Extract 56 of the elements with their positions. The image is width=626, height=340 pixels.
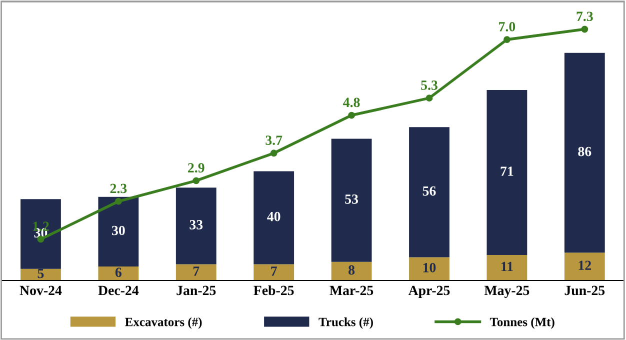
x-tick-label: Jan-25 (176, 286, 216, 296)
data-label: 7.3 (576, 12, 593, 22)
legend-label: Trucks (#) (318, 317, 373, 329)
bar (98, 266, 139, 280)
bar (409, 257, 450, 280)
data-label: 56 (422, 186, 436, 196)
bar (176, 188, 216, 264)
data-label: 86 (578, 146, 592, 156)
x-tick-label: Jun-25 (564, 286, 605, 296)
data-label: 2.9 (188, 163, 204, 173)
data-label: 6 (115, 268, 122, 278)
x-tick-label: Feb-25 (254, 285, 294, 296)
x-tick-label: Apr-25 (408, 286, 450, 298)
bar (254, 171, 294, 264)
point (426, 94, 433, 102)
data-label: 2.3 (110, 184, 127, 194)
bar (254, 264, 294, 280)
bar (409, 127, 450, 258)
data-label: 5 (38, 268, 44, 278)
legend-label: Excavators (#) (125, 317, 202, 329)
legend-label: Tonnes (Mt) (490, 317, 554, 329)
bar (564, 52, 605, 253)
point (581, 26, 588, 33)
x-tick-label: Dec-24 (98, 286, 139, 296)
bar (331, 262, 372, 280)
bar (486, 90, 528, 255)
data-label: 30 (112, 226, 125, 236)
data-label: 12 (578, 260, 591, 270)
point (192, 177, 200, 184)
bar (176, 264, 216, 280)
point (348, 112, 356, 119)
point (270, 150, 278, 157)
data-label: 8 (348, 265, 355, 275)
data-label: 33 (190, 220, 203, 230)
bar (20, 199, 61, 269)
bar (331, 138, 372, 262)
point (114, 198, 122, 205)
data-label: 7 (271, 266, 277, 276)
data-label: 10 (423, 262, 436, 272)
data-label: 53 (345, 194, 358, 204)
data-label: 71 (500, 166, 514, 176)
data-label: 7 (193, 266, 200, 276)
data-label: 40 (267, 212, 280, 222)
bar (486, 254, 528, 280)
point (503, 36, 510, 44)
bar (20, 268, 61, 280)
data-label: 11 (501, 262, 513, 272)
x-tick-label: Mar-25 (330, 286, 374, 296)
x-tick-label: May-25 (484, 286, 530, 298)
bar (98, 196, 139, 267)
data-label: 3.7 (266, 136, 282, 146)
data-label: 7.0 (499, 22, 516, 32)
bar (564, 252, 605, 280)
x-tick-label: Nov-24 (20, 286, 62, 296)
data-label: 5.3 (421, 80, 438, 90)
data-label: 4.8 (343, 98, 360, 108)
